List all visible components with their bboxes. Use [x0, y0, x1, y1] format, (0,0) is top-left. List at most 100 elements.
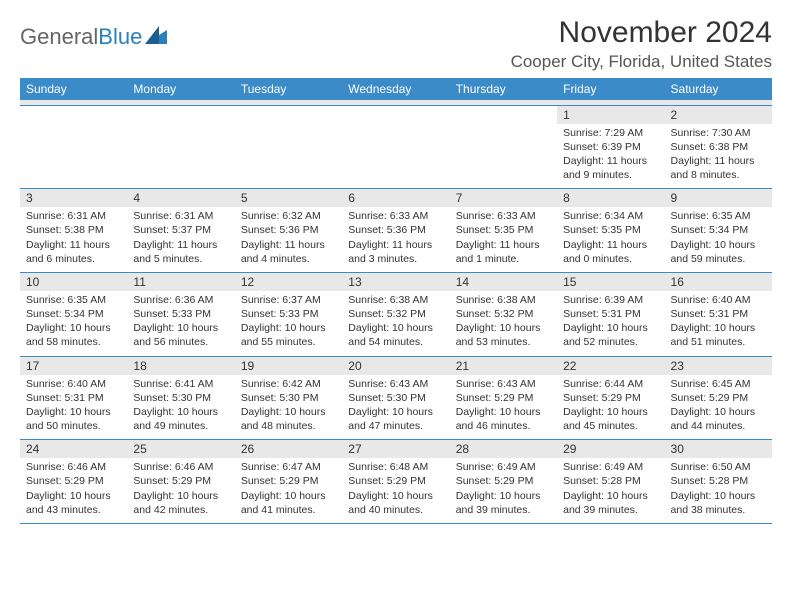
day-line: Sunset: 5:36 PM — [348, 223, 443, 237]
day-line: Sunset: 6:39 PM — [563, 140, 658, 154]
day-line: and 1 minute. — [456, 252, 551, 266]
week-row: 17Sunrise: 6:40 AMSunset: 5:31 PMDayligh… — [20, 356, 772, 440]
day-line: Sunset: 5:29 PM — [671, 391, 766, 405]
day-line: Sunrise: 6:34 AM — [563, 209, 658, 223]
day-line: Sunset: 5:30 PM — [241, 391, 336, 405]
day-line: and 58 minutes. — [26, 335, 121, 349]
day-line: Daylight: 10 hours — [456, 489, 551, 503]
day-line: and 39 minutes. — [456, 503, 551, 517]
day-line: and 51 minutes. — [671, 335, 766, 349]
day-line: and 54 minutes. — [348, 335, 443, 349]
day-cell — [235, 105, 342, 189]
day-number: 8 — [557, 189, 664, 207]
day-line: and 4 minutes. — [241, 252, 336, 266]
day-line: and 38 minutes. — [671, 503, 766, 517]
day-body: Sunrise: 6:32 AMSunset: 5:36 PMDaylight:… — [235, 207, 342, 272]
day-number: 19 — [235, 357, 342, 375]
day-line: Sunrise: 6:46 AM — [133, 460, 228, 474]
day-cell: 15Sunrise: 6:39 AMSunset: 5:31 PMDayligh… — [557, 272, 664, 356]
day-of-week-header: Friday — [557, 78, 664, 100]
day-cell: 2Sunrise: 7:30 AMSunset: 6:38 PMDaylight… — [665, 105, 772, 189]
day-line: Sunset: 5:29 PM — [456, 391, 551, 405]
day-cell: 19Sunrise: 6:42 AMSunset: 5:30 PMDayligh… — [235, 356, 342, 440]
day-line: and 43 minutes. — [26, 503, 121, 517]
day-cell — [20, 105, 127, 189]
day-body: Sunrise: 6:48 AMSunset: 5:29 PMDaylight:… — [342, 458, 449, 523]
day-number: 29 — [557, 440, 664, 458]
day-line: Daylight: 10 hours — [671, 489, 766, 503]
day-number: 28 — [450, 440, 557, 458]
day-number: 5 — [235, 189, 342, 207]
day-line: Sunset: 5:32 PM — [348, 307, 443, 321]
day-line: and 8 minutes. — [671, 168, 766, 182]
day-line: Sunset: 5:34 PM — [26, 307, 121, 321]
day-body: Sunrise: 6:39 AMSunset: 5:31 PMDaylight:… — [557, 291, 664, 356]
day-line: and 39 minutes. — [563, 503, 658, 517]
day-line: Sunset: 5:29 PM — [456, 474, 551, 488]
day-number: 2 — [665, 106, 772, 124]
day-line: Sunset: 5:30 PM — [133, 391, 228, 405]
month-title: November 2024 — [511, 16, 772, 50]
day-line: Sunset: 5:33 PM — [133, 307, 228, 321]
day-cell: 14Sunrise: 6:38 AMSunset: 5:32 PMDayligh… — [450, 272, 557, 356]
day-line: Daylight: 10 hours — [241, 321, 336, 335]
day-cell: 4Sunrise: 6:31 AMSunset: 5:37 PMDaylight… — [127, 189, 234, 273]
day-line: Sunset: 5:31 PM — [671, 307, 766, 321]
day-line: Sunrise: 6:31 AM — [26, 209, 121, 223]
day-number: 25 — [127, 440, 234, 458]
day-cell: 8Sunrise: 6:34 AMSunset: 5:35 PMDaylight… — [557, 189, 664, 273]
day-line: Sunrise: 6:35 AM — [671, 209, 766, 223]
day-number: 27 — [342, 440, 449, 458]
day-cell — [342, 105, 449, 189]
calendar-page: GeneralBlue November 2024 Cooper City, F… — [0, 0, 792, 536]
day-body: Sunrise: 6:34 AMSunset: 5:35 PMDaylight:… — [557, 207, 664, 272]
day-cell: 26Sunrise: 6:47 AMSunset: 5:29 PMDayligh… — [235, 440, 342, 524]
logo-icon — [145, 24, 167, 50]
day-number: 18 — [127, 357, 234, 375]
day-line: and 41 minutes. — [241, 503, 336, 517]
day-line: Sunset: 5:31 PM — [26, 391, 121, 405]
day-body: Sunrise: 6:43 AMSunset: 5:30 PMDaylight:… — [342, 375, 449, 440]
day-number: 1 — [557, 106, 664, 124]
day-line: Sunset: 5:33 PM — [241, 307, 336, 321]
day-number: 11 — [127, 273, 234, 291]
day-line: Sunset: 5:35 PM — [456, 223, 551, 237]
location: Cooper City, Florida, United States — [511, 52, 772, 72]
day-line: Sunset: 5:30 PM — [348, 391, 443, 405]
day-line: Daylight: 11 hours — [563, 154, 658, 168]
title-block: November 2024 Cooper City, Florida, Unit… — [511, 16, 772, 72]
day-line: Sunrise: 6:49 AM — [456, 460, 551, 474]
day-line: and 56 minutes. — [133, 335, 228, 349]
day-cell: 6Sunrise: 6:33 AMSunset: 5:36 PMDaylight… — [342, 189, 449, 273]
day-body: Sunrise: 6:36 AMSunset: 5:33 PMDaylight:… — [127, 291, 234, 356]
day-line: Sunrise: 6:40 AM — [671, 293, 766, 307]
day-line: Daylight: 10 hours — [348, 405, 443, 419]
day-cell: 29Sunrise: 6:49 AMSunset: 5:28 PMDayligh… — [557, 440, 664, 524]
day-cell: 21Sunrise: 6:43 AMSunset: 5:29 PMDayligh… — [450, 356, 557, 440]
day-line: Sunrise: 6:37 AM — [241, 293, 336, 307]
day-body: Sunrise: 6:33 AMSunset: 5:35 PMDaylight:… — [450, 207, 557, 272]
day-body — [450, 124, 557, 184]
day-number: 9 — [665, 189, 772, 207]
day-of-week-header: Saturday — [665, 78, 772, 100]
day-body: Sunrise: 6:40 AMSunset: 5:31 PMDaylight:… — [20, 375, 127, 440]
day-line: and 47 minutes. — [348, 419, 443, 433]
day-line: Sunset: 6:38 PM — [671, 140, 766, 154]
day-body: Sunrise: 6:31 AMSunset: 5:37 PMDaylight:… — [127, 207, 234, 272]
day-number: 7 — [450, 189, 557, 207]
day-cell: 23Sunrise: 6:45 AMSunset: 5:29 PMDayligh… — [665, 356, 772, 440]
day-body: Sunrise: 6:31 AMSunset: 5:38 PMDaylight:… — [20, 207, 127, 272]
day-of-week-row: SundayMondayTuesdayWednesdayThursdayFrid… — [20, 78, 772, 100]
day-line: Sunset: 5:32 PM — [456, 307, 551, 321]
day-line: Daylight: 11 hours — [563, 238, 658, 252]
day-line: Sunrise: 6:35 AM — [26, 293, 121, 307]
day-of-week-header: Monday — [127, 78, 234, 100]
day-line: Daylight: 11 hours — [26, 238, 121, 252]
day-of-week-header: Sunday — [20, 78, 127, 100]
day-line: Sunset: 5:38 PM — [26, 223, 121, 237]
day-line: Sunrise: 6:50 AM — [671, 460, 766, 474]
day-cell: 7Sunrise: 6:33 AMSunset: 5:35 PMDaylight… — [450, 189, 557, 273]
day-body: Sunrise: 6:35 AMSunset: 5:34 PMDaylight:… — [20, 291, 127, 356]
day-line: Sunrise: 6:36 AM — [133, 293, 228, 307]
day-line: Daylight: 10 hours — [241, 405, 336, 419]
